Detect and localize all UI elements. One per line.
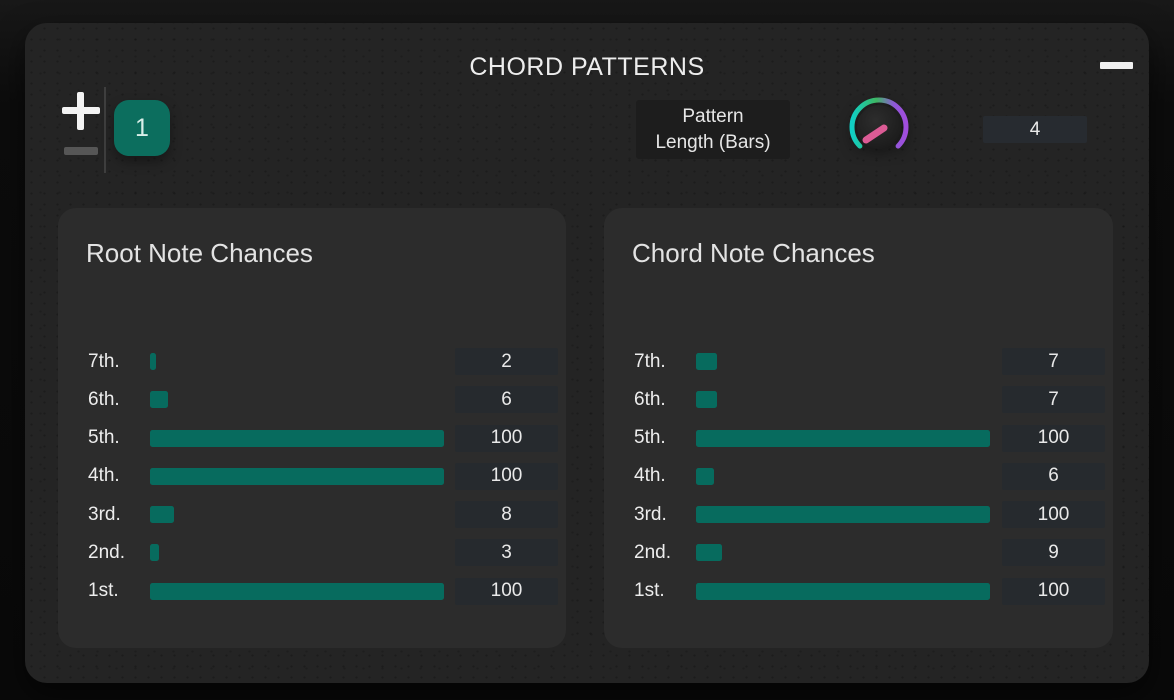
chance-slider[interactable] bbox=[696, 544, 990, 562]
pattern-length-value-field[interactable]: 4 bbox=[983, 116, 1087, 143]
note-label: 7th. bbox=[634, 350, 666, 372]
note-chance-row-7th: 7th. 2 bbox=[58, 348, 566, 375]
panel-title: Root Note Chances bbox=[86, 238, 313, 268]
pattern-length-knob[interactable] bbox=[841, 89, 917, 165]
panel-title: Chord Note Chances bbox=[632, 238, 875, 268]
chance-bar bbox=[696, 429, 990, 447]
chance-slider[interactable] bbox=[150, 429, 444, 447]
note-chance-row-6th: 6th. 6 bbox=[58, 386, 566, 414]
window-title: CHORD PATTERNS bbox=[469, 53, 705, 81]
knob-arc bbox=[849, 97, 909, 149]
chance-value-field[interactable]: 100 bbox=[1002, 501, 1105, 529]
knob-indicator bbox=[862, 124, 888, 144]
chance-bar bbox=[696, 506, 990, 524]
chance-bar bbox=[696, 353, 717, 370]
note-chance-row-2nd: 2nd. 9 bbox=[604, 539, 1113, 567]
note-chance-row-6th: 6th. 7 bbox=[604, 386, 1113, 414]
chance-value-field[interactable]: 100 bbox=[455, 577, 558, 605]
note-chance-row-1st: 1st. 100 bbox=[58, 577, 566, 605]
chance-bar bbox=[696, 544, 723, 562]
plugin-window: CHORD PATTERNS 1 Pattern Length (Bars) bbox=[25, 23, 1149, 683]
note-label: 6th. bbox=[88, 388, 120, 410]
chance-value-field[interactable]: 100 bbox=[455, 462, 558, 490]
divider bbox=[104, 87, 106, 173]
chance-slider[interactable] bbox=[696, 391, 990, 409]
note-label: 3rd. bbox=[88, 503, 121, 525]
chance-value-field[interactable]: 7 bbox=[1002, 348, 1105, 375]
chance-bar bbox=[150, 544, 159, 562]
chance-bar bbox=[696, 467, 714, 485]
note-label: 6th. bbox=[634, 388, 666, 410]
chance-slider[interactable] bbox=[150, 506, 444, 524]
chance-bar bbox=[150, 353, 156, 370]
chance-value-field[interactable]: 3 bbox=[455, 539, 558, 567]
chance-value-field[interactable]: 100 bbox=[455, 424, 558, 452]
note-label: 2nd. bbox=[88, 541, 125, 563]
pattern-select-button-1[interactable]: 1 bbox=[114, 100, 170, 156]
note-chance-rows: 7th. 7 6th. 7 5th. 100 4th. 6 3rd. bbox=[604, 348, 1113, 605]
minimize-button[interactable] bbox=[1100, 62, 1133, 69]
chance-value-field[interactable]: 6 bbox=[1002, 462, 1105, 490]
note-label: 1st. bbox=[88, 580, 119, 602]
chance-slider[interactable] bbox=[150, 467, 444, 485]
chance-bar bbox=[150, 506, 174, 524]
chance-slider[interactable] bbox=[150, 353, 444, 370]
chance-slider[interactable] bbox=[696, 429, 990, 447]
note-chance-row-1st: 1st. 100 bbox=[604, 577, 1113, 605]
chance-bar bbox=[696, 582, 990, 600]
root-note-chances-panel: Root Note Chances 7th. 2 6th. 6 5th. 100… bbox=[58, 208, 566, 648]
note-chance-row-3rd: 3rd. 100 bbox=[604, 501, 1113, 529]
note-label: 5th. bbox=[634, 427, 666, 449]
chance-bar bbox=[150, 391, 168, 409]
chance-value-field[interactable]: 7 bbox=[1002, 386, 1105, 414]
pattern-number: 1 bbox=[135, 113, 149, 142]
chance-bar bbox=[150, 467, 444, 485]
note-chance-rows: 7th. 2 6th. 6 5th. 100 4th. 100 3rd. bbox=[58, 348, 566, 605]
remove-pattern-button[interactable] bbox=[64, 147, 98, 155]
note-chance-row-5th: 5th. 100 bbox=[604, 424, 1113, 452]
add-pattern-button[interactable] bbox=[62, 92, 100, 130]
note-label: 7th. bbox=[88, 350, 120, 372]
note-chance-row-5th: 5th. 100 bbox=[58, 424, 566, 452]
chance-slider[interactable] bbox=[150, 544, 444, 562]
note-chance-row-4th: 4th. 6 bbox=[604, 462, 1113, 490]
chance-slider[interactable] bbox=[696, 353, 990, 370]
pattern-length-label: Pattern Length (Bars) bbox=[636, 100, 790, 159]
chance-value-field[interactable]: 100 bbox=[1002, 424, 1105, 452]
chance-slider[interactable] bbox=[150, 582, 444, 600]
chance-bar bbox=[150, 582, 444, 600]
note-label: 5th. bbox=[88, 427, 120, 449]
chord-note-chances-panel: Chord Note Chances 7th. 7 6th. 7 5th. 10… bbox=[604, 208, 1113, 648]
note-chance-row-7th: 7th. 7 bbox=[604, 348, 1113, 375]
note-chance-row-3rd: 3rd. 8 bbox=[58, 501, 566, 529]
note-label: 1st. bbox=[634, 580, 665, 602]
chance-value-field[interactable]: 9 bbox=[1002, 539, 1105, 567]
note-label: 2nd. bbox=[634, 541, 671, 563]
note-chance-row-4th: 4th. 100 bbox=[58, 462, 566, 490]
chance-value-field[interactable]: 6 bbox=[455, 386, 558, 414]
note-chance-row-2nd: 2nd. 3 bbox=[58, 539, 566, 567]
chance-slider[interactable] bbox=[696, 467, 990, 485]
chance-value-field[interactable]: 2 bbox=[455, 348, 558, 375]
note-label: 3rd. bbox=[634, 503, 667, 525]
chance-slider[interactable] bbox=[150, 391, 444, 409]
chance-bar bbox=[696, 391, 717, 409]
chance-slider[interactable] bbox=[696, 506, 990, 524]
chance-value-field[interactable]: 100 bbox=[1002, 577, 1105, 605]
chance-bar bbox=[150, 429, 444, 447]
chance-slider[interactable] bbox=[696, 582, 990, 600]
note-label: 4th. bbox=[634, 465, 666, 487]
chance-value-field[interactable]: 8 bbox=[455, 501, 558, 529]
note-label: 4th. bbox=[88, 465, 120, 487]
